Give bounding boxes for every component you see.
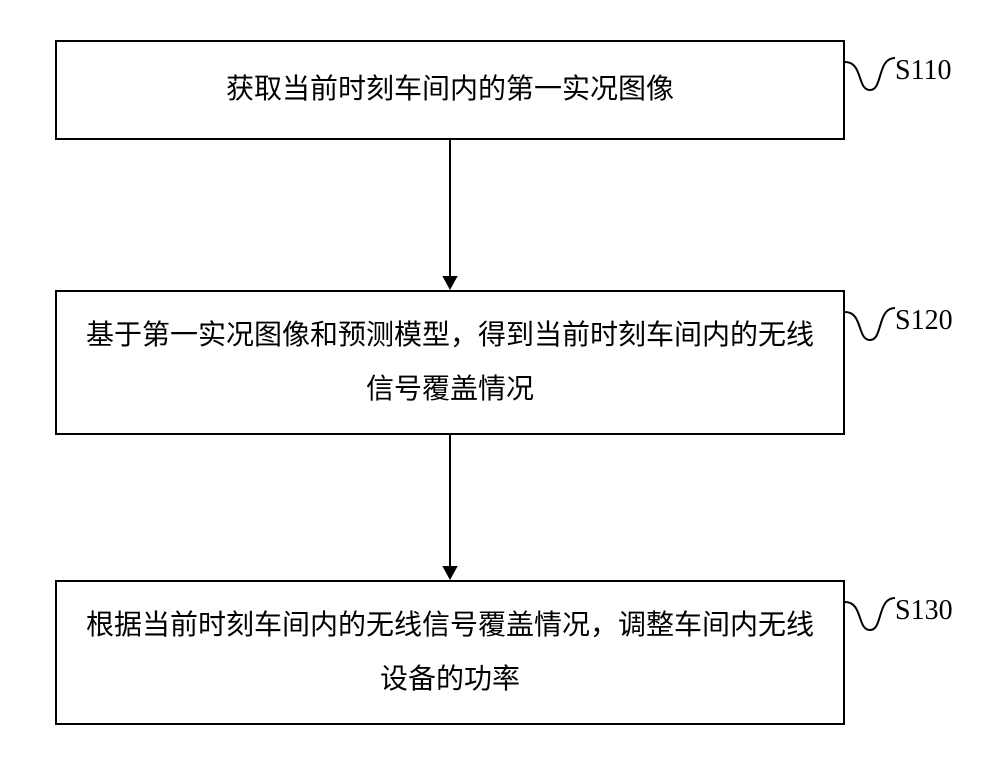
flow-node-3: 根据当前时刻车间内的无线信号覆盖情况，调整车间内无线设备的功率 (55, 580, 845, 725)
flow-node-2: 基于第一实况图像和预测模型，得到当前时刻车间内的无线信号覆盖情况 (55, 290, 845, 435)
flow-node-text: 根据当前时刻车间内的无线信号覆盖情况，调整车间内无线设备的功率 (77, 599, 823, 705)
flow-arrow-1 (435, 140, 465, 290)
label-connector (845, 40, 900, 100)
step-label-3: S130 (895, 595, 953, 627)
flow-node-text: 获取当前时刻车间内的第一实况图像 (226, 63, 674, 116)
step-label-2: S120 (895, 305, 953, 337)
flow-node-1: 获取当前时刻车间内的第一实况图像 (55, 40, 845, 140)
flow-arrow-2 (435, 435, 465, 580)
label-connector (845, 290, 900, 350)
flow-node-text: 基于第一实况图像和预测模型，得到当前时刻车间内的无线信号覆盖情况 (77, 309, 823, 415)
label-connector (845, 580, 900, 640)
flowchart-canvas: 获取当前时刻车间内的第一实况图像 S110 基于第一实况图像和预测模型，得到当前时刻… (0, 0, 1000, 769)
step-label-1: S110 (895, 55, 952, 87)
